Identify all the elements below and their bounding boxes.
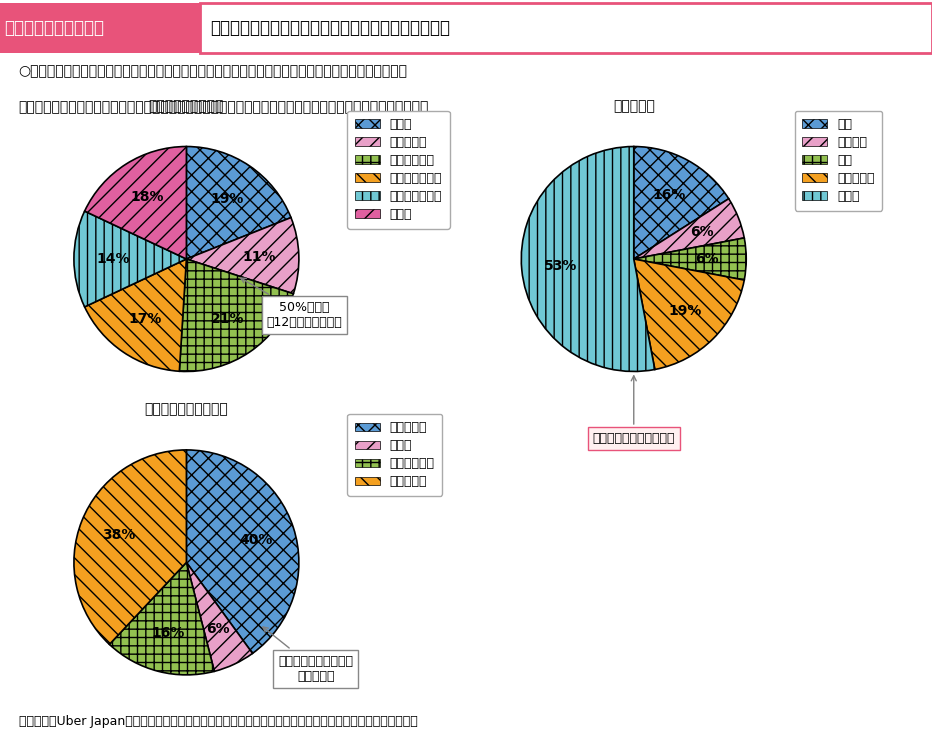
Text: 自分の都合に合わせて
柔軟に稼働: 自分の都合に合わせて 柔軟に稼働 [263,627,353,683]
Wedge shape [186,562,253,671]
Text: シェアリングエコノミーの働き方の米国の一企業の例: シェアリングエコノミーの働き方の米国の一企業の例 [210,18,450,37]
Text: 16%: 16% [152,626,185,640]
Wedge shape [85,259,186,371]
Text: ○　週当たりの稼働時間は「週１２時間以下」が５１％、稼働時間帯は「不定期」が５３％、稼働時間: ○ 週当たりの稼働時間は「週１２時間以下」が５１％、稼働時間帯は「不定期」が５３… [19,64,407,78]
Text: 都合の良い時間帯で稼働: 都合の良い時間帯で稼働 [593,376,675,445]
Text: 19%: 19% [669,303,702,317]
FancyBboxPatch shape [200,3,932,53]
Text: 6%: 6% [695,252,719,266]
Text: 19%: 19% [211,192,244,206]
Text: 16%: 16% [652,188,686,202]
Text: 40%: 40% [240,533,273,547]
Legend: ０時間, １～４時間, ５～１２時間, １３～２０時間, ２１～３０時間, その他: ０時間, １～４時間, ５～１２時間, １３～２０時間, ２１～３０時間, その… [348,110,450,229]
Wedge shape [74,450,186,645]
Text: 50%以上が
週12時間以下の稼働: 50%以上が 週12時間以下の稼働 [240,278,342,329]
Wedge shape [634,199,745,259]
Text: 第３－（３）－１２図: 第３－（３）－１２図 [5,18,104,37]
Text: 14%: 14% [97,252,130,266]
Text: 53%: 53% [544,259,578,273]
Legend: すきま時間, その他, 目標稼働時間, 売上げ目標: すきま時間, その他, 目標稼働時間, 売上げ目標 [348,414,443,496]
Wedge shape [634,238,747,280]
Text: 11%: 11% [242,249,276,263]
Wedge shape [634,259,745,369]
Text: 6%: 6% [206,622,229,636]
Text: 資料出所　Uber Japan（株）から提供いただいたデータをもとに、厚生労働省労働政策担当参事官室にて作成: 資料出所 Uber Japan（株）から提供いただいたデータをもとに、厚生労働省… [19,715,418,728]
Text: 38%: 38% [102,528,135,542]
Wedge shape [521,147,655,371]
Wedge shape [74,211,186,307]
Wedge shape [179,259,294,371]
Text: 17%: 17% [129,312,162,326]
Wedge shape [85,147,186,259]
Title: 稼働時間を決める要素: 稼働時間を決める要素 [144,403,228,417]
FancyBboxPatch shape [0,3,200,53]
Wedge shape [186,218,299,294]
Text: を決める要素は「すきま時間」が４０％となっており、自分の都合に合わせて柔軟な働き方をしている。: を決める要素は「すきま時間」が４０％となっており、自分の都合に合わせて柔軟な働き… [19,100,429,114]
Title: 稼働時間帯: 稼働時間帯 [613,99,654,113]
Wedge shape [634,147,729,259]
Text: 6%: 6% [690,225,714,239]
Wedge shape [186,450,299,653]
Legend: 夕勤, 午後勤務, 夜勤, 夕勤＋週末, 不定期: 夕勤, 午後勤務, 夜勤, 夕勤＋週末, 不定期 [795,110,883,211]
Wedge shape [186,147,291,259]
Text: 21%: 21% [211,312,244,326]
Wedge shape [109,562,214,675]
Title: 週当たりの稼働時間: 週当たりの稼働時間 [149,99,224,113]
Text: 18%: 18% [130,190,164,204]
